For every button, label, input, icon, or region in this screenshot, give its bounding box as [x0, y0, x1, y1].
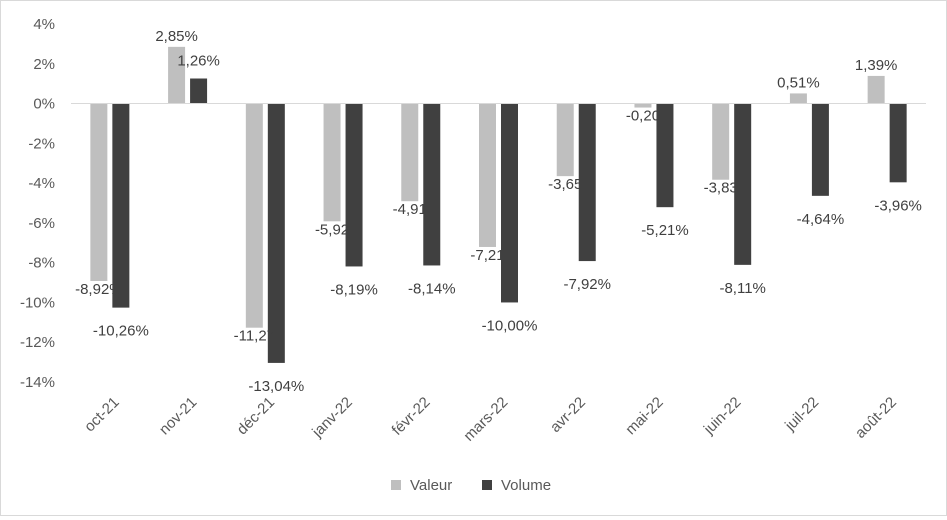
x-tick-label: févr-22: [389, 394, 434, 439]
bar-valeur: [323, 103, 341, 222]
bar-volume: [267, 103, 285, 363]
data-label: 0,51%: [777, 74, 820, 91]
data-label: -8,92%: [75, 281, 123, 298]
legend-label: Valeur: [410, 477, 452, 494]
bar-valeur: [712, 103, 730, 180]
x-axis: oct-21 nov-21 déc-21 janv-22 févr-22 mars-22 a…: [81, 394, 900, 445]
x-tick-label: août-22: [852, 394, 900, 442]
y-tick-label: -10%: [20, 294, 55, 311]
x-tick-label: oct-21: [81, 394, 123, 436]
x-tick-label: janv-22: [308, 394, 356, 442]
bar-valeur: [90, 103, 108, 281]
bar-volume: [656, 103, 674, 208]
data-label: -13,04%: [248, 378, 304, 395]
data-label: -8,14%: [408, 280, 456, 297]
bar-valeur: [401, 103, 419, 202]
bars: [90, 46, 907, 363]
bar-volume: [423, 103, 441, 266]
y-axis: 4% 2% 0% -2% -4% -6% -8% -10% -12% -14%: [20, 16, 55, 391]
bar-volume: [345, 103, 363, 267]
bar-volume: [112, 103, 130, 308]
y-tick-label: 4%: [33, 16, 55, 33]
legend-swatch: [482, 480, 492, 490]
data-label: 2,85%: [155, 28, 198, 45]
data-label: -0,20: [626, 108, 660, 125]
y-tick-label: -14%: [20, 374, 55, 391]
bar-valeur: [245, 103, 263, 328]
x-tick-label: mars-22: [460, 394, 511, 445]
data-label: 1,26%: [177, 52, 220, 69]
data-label: -7,21: [470, 247, 504, 264]
data-labels: -8,92% 2,85% -11,27 -5,92 -4,91 -7,21 -3,65 -0,…: [75, 28, 922, 395]
data-label: -5,92: [315, 221, 349, 238]
data-label: 1,39%: [855, 57, 898, 74]
legend: Valeur Volume: [391, 477, 551, 494]
x-tick-label: nov-21: [156, 394, 200, 438]
data-label: -3,65: [548, 176, 582, 193]
y-tick-label: -6%: [28, 215, 55, 232]
bar-valeur: [556, 103, 574, 177]
legend-label: Volume: [501, 477, 551, 494]
data-label: -10,26%: [93, 323, 149, 340]
x-tick-label: juil-22: [781, 394, 822, 435]
data-label: -4,64%: [797, 211, 845, 228]
bar-volume: [734, 103, 752, 265]
x-tick-label: mai-22: [622, 394, 666, 438]
data-label: -3,96%: [874, 197, 922, 214]
y-tick-label: -8%: [28, 255, 55, 272]
bar-volume: [889, 103, 907, 183]
data-label: -8,19%: [330, 281, 378, 298]
bar-volume: [190, 78, 208, 104]
data-label: -8,11%: [719, 280, 765, 297]
x-tick-label: avr-22: [547, 394, 589, 436]
data-label: -11,27: [234, 328, 275, 345]
y-tick-label: 2%: [33, 56, 55, 73]
data-label: -10,00%: [482, 317, 538, 334]
legend-swatch: [391, 480, 401, 490]
y-tick-label: -2%: [28, 135, 55, 152]
y-tick-label: -12%: [20, 334, 55, 351]
bar-valeur: [479, 103, 496, 247]
bar-valeur: [634, 103, 652, 108]
data-label: -7,92%: [563, 276, 611, 293]
data-label: -4,91: [393, 201, 427, 218]
bar-valeur: [867, 75, 885, 104]
data-label: -3,83: [704, 180, 738, 197]
y-tick-label: -4%: [28, 175, 55, 192]
bar-valeur: [789, 93, 807, 104]
bar-volume: [501, 103, 518, 303]
data-label: -5,21%: [641, 222, 689, 239]
bar-volume: [811, 103, 829, 196]
x-tick-label: juin-22: [700, 394, 745, 439]
y-tick-label: 0%: [33, 96, 55, 113]
bar-valeur: [168, 46, 186, 104]
bar-volume: [578, 103, 596, 262]
x-tick-label: déc-21: [234, 394, 278, 438]
